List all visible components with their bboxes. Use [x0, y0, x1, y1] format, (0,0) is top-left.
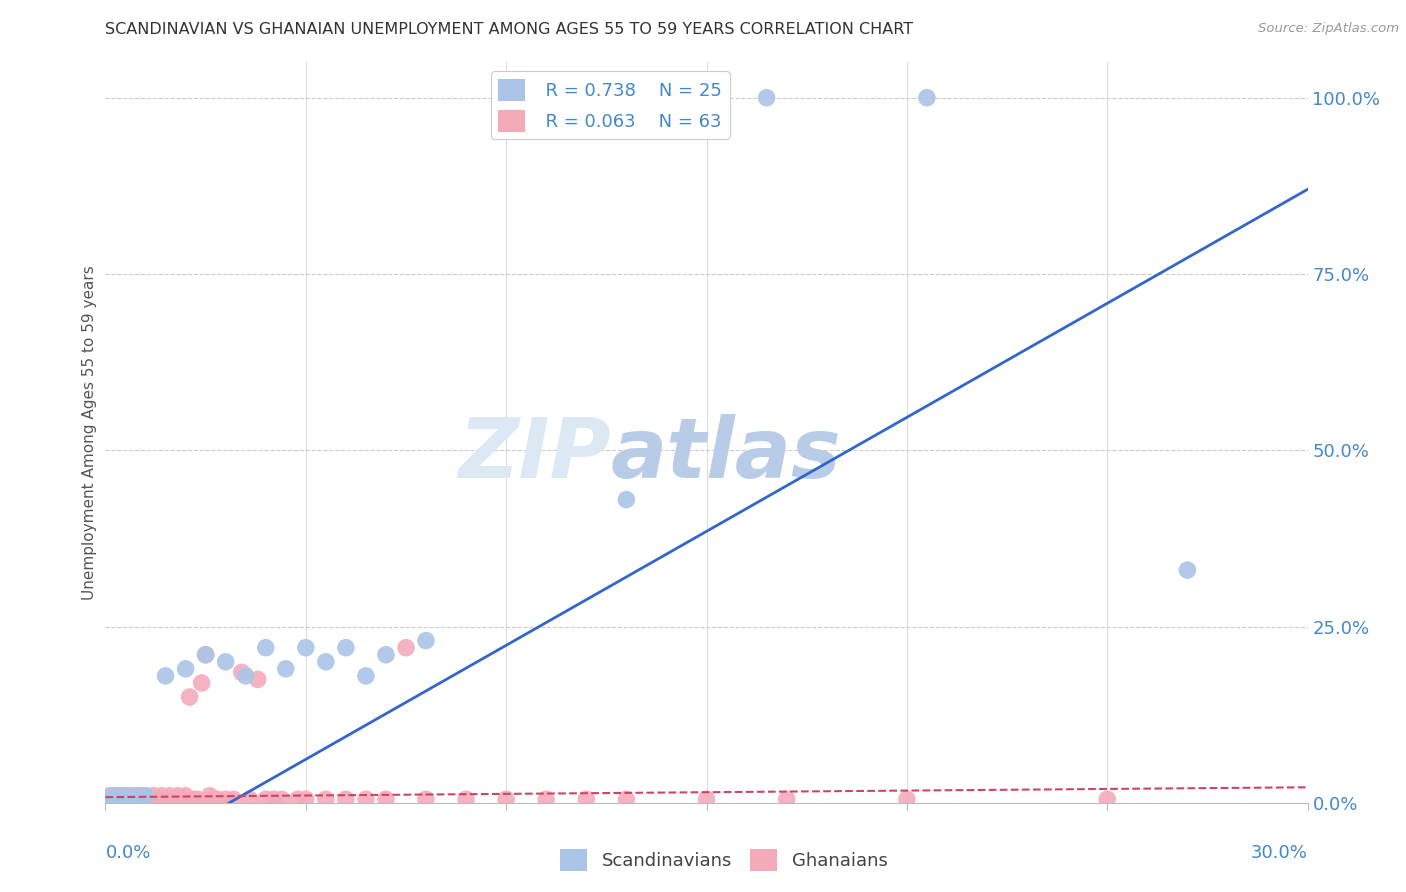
- Point: [159, 789, 181, 803]
- Point: [1097, 792, 1119, 806]
- Point: [98, 792, 121, 806]
- Y-axis label: Unemployment Among Ages 55 to 59 years: Unemployment Among Ages 55 to 59 years: [82, 265, 97, 600]
- Point: [174, 789, 197, 803]
- Point: [138, 792, 160, 806]
- Text: ZIP: ZIP: [458, 414, 610, 495]
- Text: atlas: atlas: [610, 414, 841, 495]
- Point: [155, 792, 177, 806]
- Point: [131, 792, 153, 806]
- Point: [295, 640, 318, 655]
- Point: [287, 792, 309, 806]
- Point: [295, 792, 318, 806]
- Point: [354, 792, 377, 806]
- Point: [122, 792, 145, 806]
- Text: 30.0%: 30.0%: [1251, 844, 1308, 862]
- Point: [575, 792, 598, 806]
- Point: [107, 790, 129, 805]
- Point: [315, 792, 337, 806]
- Point: [202, 792, 225, 806]
- Point: [235, 669, 257, 683]
- Point: [127, 792, 149, 806]
- Point: [335, 640, 357, 655]
- Point: [179, 690, 201, 704]
- Point: [107, 789, 129, 803]
- Point: [1177, 563, 1199, 577]
- Point: [374, 792, 398, 806]
- Point: [150, 789, 173, 803]
- Point: [166, 789, 188, 803]
- Point: [395, 640, 418, 655]
- Point: [231, 665, 253, 680]
- Point: [214, 792, 236, 806]
- Point: [98, 789, 121, 803]
- Point: [254, 640, 277, 655]
- Point: [135, 789, 157, 803]
- Point: [696, 792, 718, 806]
- Point: [207, 792, 229, 806]
- Point: [270, 792, 292, 806]
- Point: [107, 792, 129, 806]
- Point: [263, 792, 285, 806]
- Point: [915, 91, 938, 105]
- Point: [118, 792, 141, 806]
- Point: [315, 655, 337, 669]
- Point: [127, 789, 149, 803]
- Point: [110, 789, 132, 803]
- Point: [335, 792, 357, 806]
- Point: [142, 789, 165, 803]
- Point: [354, 669, 377, 683]
- Text: Source: ZipAtlas.com: Source: ZipAtlas.com: [1258, 22, 1399, 36]
- Point: [198, 789, 221, 803]
- Legend:   R = 0.738    N = 25,   R = 0.063    N = 63: R = 0.738 N = 25, R = 0.063 N = 63: [491, 71, 730, 139]
- Point: [110, 792, 132, 806]
- Point: [155, 669, 177, 683]
- Point: [174, 662, 197, 676]
- Point: [135, 789, 157, 803]
- Point: [170, 792, 193, 806]
- Point: [127, 789, 149, 803]
- Point: [415, 633, 437, 648]
- Point: [374, 648, 398, 662]
- Point: [103, 789, 125, 803]
- Point: [131, 789, 153, 803]
- Point: [110, 792, 132, 806]
- Point: [146, 792, 169, 806]
- Point: [534, 792, 557, 806]
- Legend: Scandinavians, Ghanaians: Scandinavians, Ghanaians: [553, 842, 896, 879]
- Point: [135, 792, 157, 806]
- Point: [114, 789, 136, 803]
- Point: [118, 790, 141, 805]
- Point: [162, 792, 184, 806]
- Point: [183, 792, 205, 806]
- Point: [616, 492, 638, 507]
- Text: 0.0%: 0.0%: [105, 844, 150, 862]
- Point: [194, 648, 217, 662]
- Point: [776, 792, 799, 806]
- Point: [131, 792, 153, 806]
- Point: [755, 91, 778, 105]
- Point: [239, 792, 262, 806]
- Point: [274, 662, 297, 676]
- Point: [98, 792, 121, 806]
- Point: [190, 676, 212, 690]
- Point: [254, 792, 277, 806]
- Point: [122, 789, 145, 803]
- Point: [187, 792, 209, 806]
- Point: [214, 655, 236, 669]
- Point: [103, 792, 125, 806]
- Point: [495, 792, 517, 806]
- Point: [118, 789, 141, 803]
- Point: [114, 789, 136, 803]
- Point: [222, 792, 245, 806]
- Point: [194, 648, 217, 662]
- Point: [114, 792, 136, 806]
- Point: [246, 673, 269, 687]
- Point: [896, 792, 918, 806]
- Point: [415, 792, 437, 806]
- Point: [616, 792, 638, 806]
- Point: [454, 792, 477, 806]
- Point: [122, 792, 145, 806]
- Point: [103, 789, 125, 803]
- Text: SCANDINAVIAN VS GHANAIAN UNEMPLOYMENT AMONG AGES 55 TO 59 YEARS CORRELATION CHAR: SCANDINAVIAN VS GHANAIAN UNEMPLOYMENT AM…: [105, 22, 914, 37]
